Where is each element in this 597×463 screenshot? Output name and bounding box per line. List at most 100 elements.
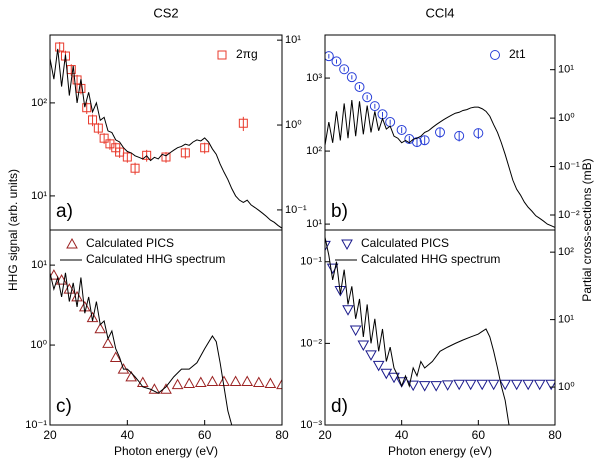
data-point [430, 381, 443, 392]
frame [324, 229, 556, 426]
data-point [148, 383, 161, 394]
panel-label: a) [56, 201, 73, 222]
data-point [407, 380, 420, 392]
y-tick-label: 10⁰ [30, 339, 47, 351]
y2-tick-label: 10⁻² [558, 209, 580, 221]
data-point [499, 379, 512, 391]
y2-tick-label: 10⁰ [558, 381, 575, 393]
data-point [238, 118, 248, 128]
data-point [94, 322, 107, 334]
data-point [545, 379, 555, 391]
y-tick-label: 10² [31, 97, 47, 109]
data-point [99, 133, 109, 143]
panel-label: c) [56, 396, 72, 417]
y-tick-label: 10¹ [31, 190, 47, 202]
data-point [362, 92, 373, 103]
x-axis-label: Photon energy (eV) [388, 444, 492, 458]
data-point [200, 143, 210, 153]
data-point [476, 379, 489, 391]
data-point [522, 379, 535, 391]
hhg-line [50, 272, 233, 425]
panel-label: b) [331, 201, 348, 222]
data-point [109, 351, 122, 362]
plot-area [50, 269, 282, 425]
data-point [342, 305, 354, 316]
x-tick-label: 60 [198, 428, 212, 442]
data-point [50, 269, 60, 280]
legend-label: 2t1 [509, 47, 526, 61]
hhg-line [325, 99, 555, 228]
data-point [510, 379, 523, 391]
data-point [365, 350, 377, 361]
x-tick-label: 40 [121, 428, 135, 442]
data-point [252, 376, 265, 388]
data-point [464, 379, 477, 391]
x-tick-label: 20 [318, 428, 332, 442]
y2-tick-label: 10¹ [285, 34, 301, 46]
data-point [76, 83, 86, 93]
data-point [125, 370, 138, 382]
y2-tick-label: 10² [558, 246, 574, 258]
y-tick-label: 10³ [306, 72, 322, 84]
data-point [533, 379, 546, 391]
data-point [453, 379, 466, 391]
y-tick-label: 10⁻¹ [300, 256, 322, 268]
data-point [357, 340, 370, 352]
legend-label: Calculated PICS [361, 236, 449, 250]
data-point [435, 127, 445, 138]
data-point [71, 290, 83, 302]
data-point [88, 115, 98, 125]
y2-tick-label: 10⁻¹ [558, 160, 580, 172]
legend-symbol [341, 239, 353, 251]
plot-area [325, 51, 555, 228]
data-point [229, 375, 242, 387]
data-point [180, 148, 190, 158]
panel-label: d) [331, 396, 348, 417]
plot-area [325, 237, 555, 425]
data-point [102, 337, 114, 348]
data-point [331, 56, 342, 67]
data-point [55, 42, 65, 52]
data-point [325, 240, 331, 252]
hhg-line [50, 48, 282, 229]
hhg-line [325, 237, 510, 425]
data-point [60, 51, 70, 61]
y2-tick-label: 10⁻¹ [285, 204, 307, 216]
data-point [473, 128, 484, 139]
y-axis-label: HHG signal (arb. units) [6, 169, 20, 291]
data-point [171, 378, 184, 390]
y-tick-label: 10¹ [31, 259, 47, 271]
data-point [454, 130, 465, 141]
y-tick-label: 10⁻¹ [25, 419, 47, 431]
y-tick-label: 10⁻² [300, 337, 322, 349]
y2-tick-label: 10⁰ [285, 119, 302, 131]
data-point [395, 377, 408, 388]
data-point [142, 150, 152, 160]
data-point [349, 325, 362, 337]
data-point [264, 377, 277, 389]
data-point [418, 381, 431, 392]
x-tick-label: 80 [548, 428, 562, 442]
data-point [334, 286, 347, 297]
panel-title: CCl4 [426, 5, 455, 20]
data-point [276, 378, 282, 390]
x-tick-label: 80 [275, 428, 289, 442]
data-point [354, 81, 365, 92]
data-point [441, 380, 454, 391]
data-point [412, 137, 422, 148]
legend-label: 2πg [236, 47, 258, 61]
legend-label: Calculated PICS [86, 236, 174, 250]
data-point [372, 360, 385, 372]
y2-tick-label: 10¹ [558, 314, 574, 326]
data-point [183, 377, 196, 389]
data-point [122, 152, 132, 162]
plot-area [50, 42, 282, 229]
data-point [325, 51, 334, 62]
legend-label: Calculated HHG spectrum [86, 252, 225, 266]
legend-label: Calculated HHG spectrum [361, 252, 500, 266]
x-axis-label: Photon energy (eV) [114, 444, 218, 458]
data-point [487, 379, 500, 391]
frame [49, 229, 283, 426]
